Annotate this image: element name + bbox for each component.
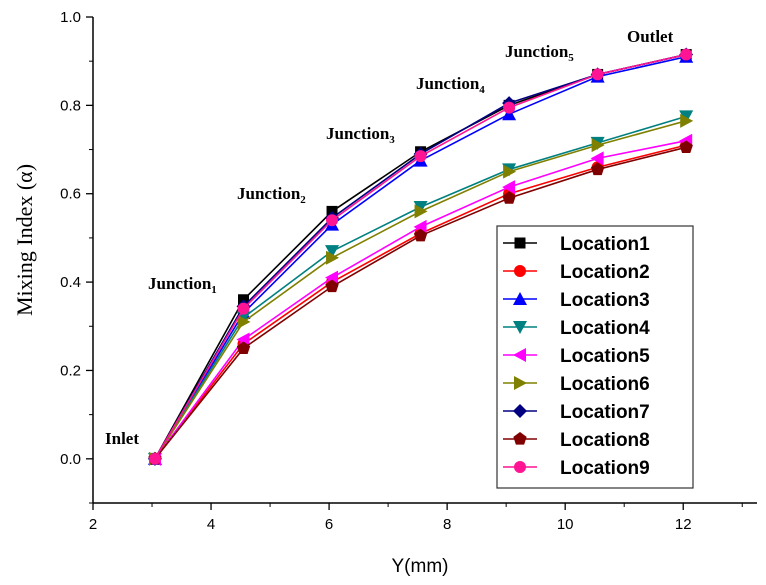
- annotation-label: Junction4: [416, 74, 485, 96]
- legend-marker: [513, 404, 527, 418]
- data-point: [590, 162, 605, 176]
- data-point: [237, 314, 251, 329]
- legend-item: Location3: [503, 290, 650, 311]
- data-point: [414, 150, 427, 163]
- y-axis-label: Mixing Index (α): [12, 164, 37, 316]
- data-point: [679, 140, 693, 153]
- data-point: [503, 101, 516, 114]
- x-tick-label: 12: [675, 516, 692, 533]
- legend-label: Location4: [560, 318, 650, 339]
- legend-item: Location2: [503, 262, 650, 283]
- data-point: [413, 228, 428, 242]
- y-tick-label: 1.0: [60, 9, 81, 26]
- series-location6: [148, 113, 694, 466]
- legend-marker: [513, 292, 527, 305]
- legend-item: Location6: [503, 374, 650, 395]
- legend-marker: [514, 265, 526, 277]
- annotation-label: Junction1: [148, 274, 217, 296]
- annotation-label: Inlet: [105, 429, 139, 448]
- x-axis-label: Y(mm): [392, 556, 449, 577]
- legend-label: Location7: [560, 402, 650, 423]
- data-point: [237, 302, 250, 315]
- data-point: [414, 204, 428, 219]
- legend-label: Location6: [560, 374, 650, 395]
- legend-marker: [514, 376, 527, 390]
- data-point: [413, 219, 427, 234]
- data-point: [148, 452, 161, 465]
- data-point: [591, 68, 604, 81]
- legend-label: Location3: [560, 290, 650, 311]
- annotation-label: Junction2: [237, 184, 306, 206]
- annotation-label: Junction3: [326, 124, 395, 146]
- legend-label: Location5: [560, 346, 650, 367]
- legend-item: Location4: [503, 318, 650, 339]
- x-tick-label: 4: [207, 516, 215, 533]
- x-tick-label: 10: [557, 516, 574, 533]
- x-tick-label: 8: [443, 516, 451, 533]
- data-point: [502, 191, 516, 204]
- annotation-label: Outlet: [627, 27, 674, 46]
- y-tick-label: 0.0: [60, 451, 81, 468]
- series-location9: [148, 48, 693, 465]
- legend-marker: [513, 321, 527, 334]
- legend-marker: [513, 432, 527, 445]
- data-point: [591, 138, 605, 153]
- y-tick-label: 0.4: [60, 274, 81, 291]
- data-point: [502, 180, 516, 195]
- legend-item: Location9: [503, 458, 650, 479]
- y-tick-label: 0.8: [60, 97, 81, 114]
- data-point: [503, 164, 517, 179]
- legend-label: Location8: [560, 430, 650, 451]
- data-point: [325, 270, 339, 285]
- legend-marker: [514, 237, 526, 249]
- legend-box: [496, 225, 694, 489]
- annotation-label: Junction5: [505, 42, 574, 64]
- legend-label: Location2: [560, 262, 650, 283]
- x-tick-label: 6: [325, 516, 333, 533]
- data-point: [326, 250, 340, 265]
- x-tick-label: 2: [89, 516, 97, 533]
- data-point: [680, 113, 694, 128]
- data-point: [502, 107, 517, 121]
- legend-label: Location9: [560, 458, 650, 479]
- legend-marker: [513, 348, 526, 362]
- legend: Location1 Location2 Location3 Location4 Loca…: [496, 225, 694, 489]
- y-tick-label: 0.2: [60, 362, 81, 379]
- legend-label: Location1: [560, 234, 650, 255]
- data-point: [413, 200, 428, 214]
- data-point: [325, 245, 340, 259]
- legend-item: Location8: [503, 430, 650, 451]
- data-point: [590, 151, 604, 166]
- data-point: [679, 110, 694, 124]
- data-point: [680, 48, 693, 61]
- data-point: [325, 279, 339, 293]
- legend-marker: [514, 461, 526, 473]
- data-point: [236, 341, 251, 355]
- legend-item: Location5: [503, 346, 650, 367]
- legend-item: Location1: [503, 234, 650, 255]
- data-point: [326, 214, 339, 227]
- legend-item: Location7: [503, 402, 650, 423]
- y-tick-label: 0.6: [60, 186, 81, 203]
- data-point: [236, 332, 250, 347]
